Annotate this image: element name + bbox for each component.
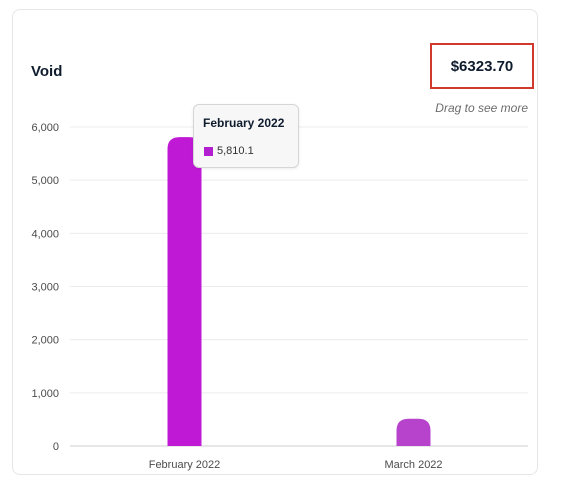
y-tick-label: 5,000 <box>31 175 59 187</box>
tooltip-value: 5,810.1 <box>217 145 254 157</box>
chart-tooltip: February 2022 5,810.1 <box>193 104 299 168</box>
y-tick-label: 4,000 <box>31 228 59 240</box>
bar-march-2022[interactable] <box>396 418 431 446</box>
drag-hint: Drag to see more <box>435 101 528 115</box>
tooltip-value-row: 5,810.1 <box>204 145 254 157</box>
card-title: Void <box>31 63 63 80</box>
bar-february-2022[interactable] <box>167 137 202 446</box>
y-tick-label: 2,000 <box>31 335 59 347</box>
x-tick-label: February 2022 <box>149 459 221 471</box>
x-tick-label: March 2022 <box>384 459 442 471</box>
void-chart-card <box>12 9 538 475</box>
y-tick-label: 0 <box>53 441 59 453</box>
tooltip-title: February 2022 <box>203 116 285 130</box>
y-tick-label: 6,000 <box>31 122 59 134</box>
y-tick-label: 1,000 <box>31 388 59 400</box>
tooltip-color-swatch <box>204 146 213 156</box>
y-tick-label: 3,000 <box>31 282 59 294</box>
total-amount: $6323.70 <box>430 43 534 89</box>
